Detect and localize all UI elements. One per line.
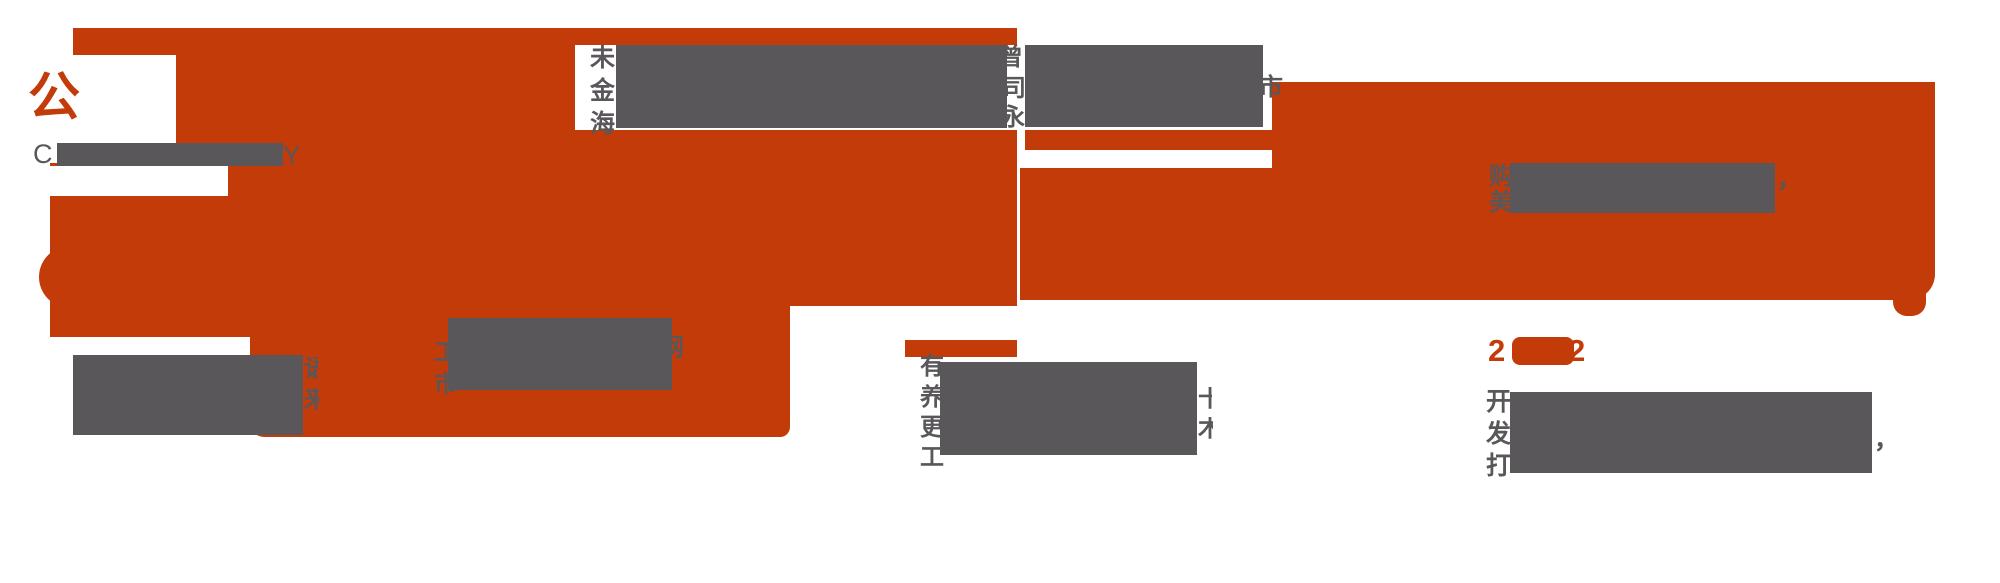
timeline-year-first-digit: 2 <box>1488 333 1506 368</box>
timeline-fragment-line3: 打 <box>1486 452 1512 480</box>
bottom-center-fragment-right2: 木 <box>1198 417 1213 441</box>
timeline-comma: ， <box>1874 426 1900 454</box>
timeline-fragment-line2: 发 <box>1486 420 1512 448</box>
redacted-middle-paragraph <box>448 318 672 390</box>
redacted-subtitle-bar <box>57 143 283 166</box>
orange-cover-year-middle <box>1512 337 1574 365</box>
redacted-timeline-paragraph <box>1510 392 1872 473</box>
page-subtitle-last-letter: Y <box>283 142 299 168</box>
top-paragraph-fragment-right-edge: 市 <box>1259 74 1283 101</box>
redacted-bottom-center-paragraph <box>940 362 1197 455</box>
orange-blob-lower-left <box>73 306 250 337</box>
orange-strip-bottom-center <box>905 340 1017 357</box>
orange-blob-bump-circle <box>39 246 101 308</box>
southwest-fragment-line2-right: 来 <box>304 388 319 412</box>
right-paragraph-comma: ， <box>1777 166 1801 193</box>
page-title-cn-fragment: 公 <box>28 69 81 127</box>
orange-bar-under-text <box>1025 130 1290 150</box>
redacted-top-paragraph-right <box>1025 45 1263 127</box>
top-paragraph-fragment-line2-left: 金 <box>590 77 616 105</box>
orange-right-tail <box>1893 290 1926 316</box>
bottom-center-fragment-right1: 十 <box>1198 387 1212 411</box>
orange-right-block-left <box>1020 168 1272 300</box>
white-pocket-title <box>67 55 176 143</box>
white-pocket-under-title <box>50 166 228 196</box>
top-paragraph-fragment-line1-left: 未 <box>590 44 616 72</box>
southwest-fragment-line1-right: 语 <box>304 357 318 381</box>
page-subtitle-first-letter: C <box>33 139 53 169</box>
right-paragraph-fragment-line1: 购 <box>1489 163 1513 190</box>
redacted-southwest-paragraph <box>73 355 303 435</box>
top-paragraph-fragment-line3-left: 海 <box>590 110 616 138</box>
redacted-right-paragraph <box>1510 163 1775 213</box>
timeline-fragment-line1: 开 <box>1486 388 1512 416</box>
right-paragraph-fragment-line2: 美 <box>1489 189 1513 216</box>
redacted-top-paragraph-left <box>616 45 1007 128</box>
